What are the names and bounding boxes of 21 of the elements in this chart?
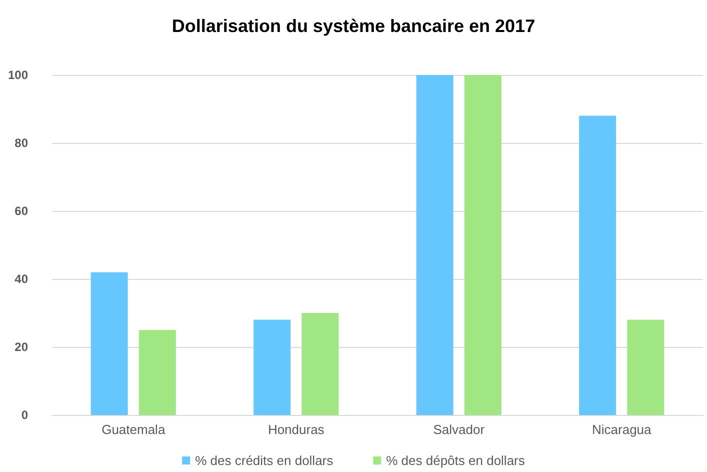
- y-tick-label: 20: [14, 340, 28, 354]
- y-tick-label: 40: [14, 272, 28, 286]
- y-tick-label: 60: [14, 204, 28, 218]
- bar: [138, 330, 176, 415]
- x-tick-label: Guatemala: [102, 422, 166, 437]
- legend-label: % des crédits en dollars: [195, 453, 334, 468]
- legend-label: % des dépôts en dollars: [386, 453, 526, 468]
- bar: [302, 313, 339, 415]
- bar: [627, 320, 664, 415]
- chart-title: Dollarisation du système bancaire en 2017: [172, 16, 536, 36]
- bar: [464, 75, 502, 415]
- y-tick-label: 100: [8, 68, 28, 82]
- x-tick-label: Honduras: [268, 422, 325, 437]
- bar: [579, 116, 616, 415]
- y-tick-label: 80: [14, 136, 28, 150]
- x-tick-label: Nicaragua: [592, 422, 652, 437]
- bar: [416, 75, 454, 415]
- bar: [254, 320, 291, 415]
- x-tick-label: Salvador: [433, 422, 486, 437]
- bar: [90, 272, 128, 415]
- y-tick-label: 0: [21, 408, 28, 422]
